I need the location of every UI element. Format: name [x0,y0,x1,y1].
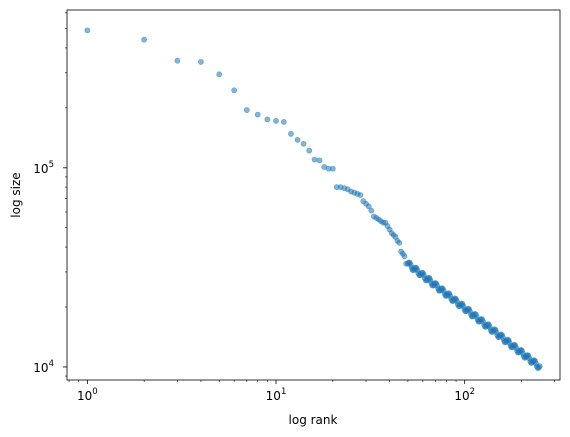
x-tick-label: 101 [266,387,287,403]
data-point [536,363,543,369]
plot-frame [66,9,561,381]
data-points [84,27,543,371]
data-point [84,27,91,34]
data-point [306,147,313,154]
data-point [357,192,364,198]
data-point [198,59,204,65]
data-point [280,119,287,125]
data-point [174,57,181,64]
y-tick-label: 104 [33,359,54,375]
data-point [288,130,294,137]
y-tick-label: 105 [33,160,54,176]
x-axis-ticks: 100 101 102 [68,380,556,403]
x-tick-label: 100 [77,387,98,403]
data-point [216,71,223,78]
data-point [294,137,301,143]
x-axis-label: log rank [289,413,338,427]
data-point [300,140,307,147]
data-point [141,36,148,43]
data-point [368,207,375,214]
data-point [231,87,238,94]
y-axis-label: log size [9,172,23,217]
x-tick-label: 102 [454,387,475,403]
y-axis-ticks: 104 105 [33,12,67,377]
data-point [329,165,336,172]
data-point [273,118,279,124]
data-point [401,253,408,260]
data-point [311,156,318,163]
data-point [243,107,250,113]
data-point [396,239,403,246]
data-point [365,203,372,210]
data-point [316,157,323,164]
data-point [264,116,271,123]
data-point [254,111,261,118]
